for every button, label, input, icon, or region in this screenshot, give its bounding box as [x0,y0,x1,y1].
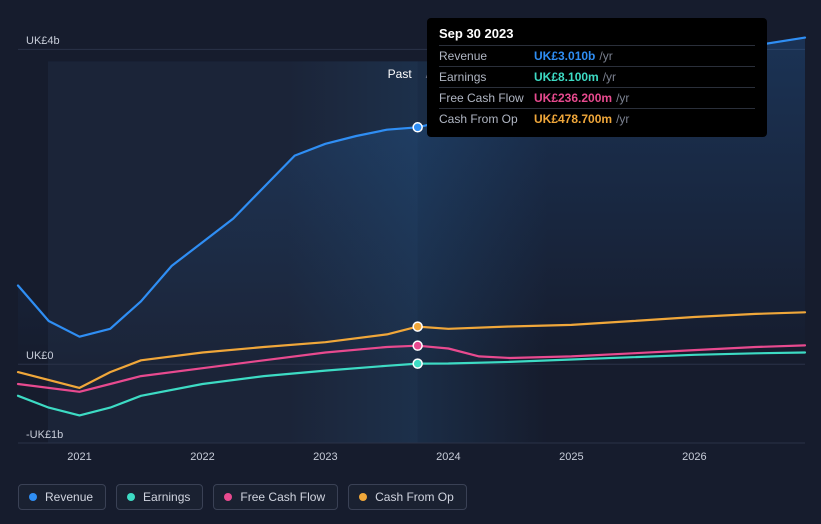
tooltip-metric-value: UK£8.100m [534,70,599,84]
tooltip-metric-label: Cash From Op [439,112,534,126]
legend-dot-icon [224,493,232,501]
tooltip-unit: /yr [616,112,629,126]
tooltip-metric-value: UK£236.200m [534,91,612,105]
legend-label: Cash From Op [375,490,454,504]
legend-dot-icon [29,493,37,501]
chart-legend: Revenue Earnings Free Cash Flow Cash From O… [18,484,467,510]
chart-tooltip: Sep 30 2023 RevenueUK£3.010b/yrEarningsU… [427,18,767,137]
x-axis-tick-label: 2024 [436,451,460,463]
x-axis-tick-label: 2025 [559,451,583,463]
legend-item-revenue[interactable]: Revenue [18,484,106,510]
x-axis-tick-label: 2026 [682,451,706,463]
tooltip-date: Sep 30 2023 [439,26,755,45]
legend-item-earnings[interactable]: Earnings [116,484,203,510]
tooltip-row: Cash From OpUK£478.700m/yr [439,108,755,129]
legend-label: Free Cash Flow [240,490,325,504]
legend-label: Earnings [143,490,190,504]
financials-chart: UK£4b UK£0 -UK£1b 2021 2022 2023 2024 2025 2026… [0,0,821,524]
tooltip-metric-label: Earnings [439,70,534,84]
legend-item-cash-from-op[interactable]: Cash From Op [348,484,467,510]
tooltip-unit: /yr [599,49,612,63]
x-axis-tick-label: 2023 [313,451,337,463]
tooltip-row: EarningsUK£8.100m/yr [439,66,755,87]
tooltip-metric-value: UK£3.010b [534,49,595,63]
tooltip-unit: /yr [603,70,616,84]
tooltip-metric-label: Free Cash Flow [439,91,534,105]
tooltip-metric-value: UK£478.700m [534,112,612,126]
y-axis-tick-label: UK£4b [26,35,60,47]
tooltip-row: Free Cash FlowUK£236.200m/yr [439,87,755,108]
past-period-label: Past [388,67,412,81]
tooltip-metric-label: Revenue [439,49,534,63]
tooltip-unit: /yr [616,91,629,105]
y-axis-tick-label: UK£0 [26,350,54,362]
x-axis-tick-label: 2022 [190,451,214,463]
legend-dot-icon [359,493,367,501]
x-axis-tick-label: 2021 [67,451,91,463]
y-axis-tick-label: -UK£1b [26,429,63,441]
legend-dot-icon [127,493,135,501]
legend-item-free-cash-flow[interactable]: Free Cash Flow [213,484,338,510]
legend-label: Revenue [45,490,93,504]
tooltip-row: RevenueUK£3.010b/yr [439,45,755,66]
